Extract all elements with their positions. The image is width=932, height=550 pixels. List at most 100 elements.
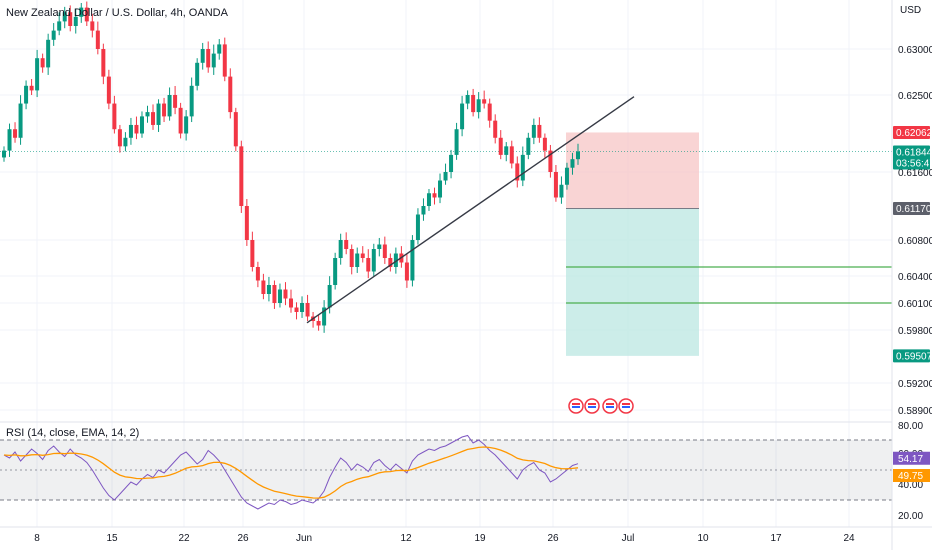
candle xyxy=(526,132,531,160)
candle xyxy=(272,280,277,309)
economic-event-icon[interactable] xyxy=(618,398,634,414)
candle xyxy=(29,78,34,95)
time-tick-label: 26 xyxy=(547,533,559,544)
time-tick-label: 22 xyxy=(178,533,190,544)
candle xyxy=(548,144,553,178)
candle xyxy=(476,92,481,119)
candle xyxy=(46,33,51,75)
time-axis[interactable]: 8 15 22 26 Jun 12 19 26 Jul 10 17 24 xyxy=(34,533,855,544)
candle xyxy=(515,156,520,188)
candle-body xyxy=(576,151,580,160)
candle xyxy=(388,253,393,272)
candle-body xyxy=(18,103,23,138)
candle xyxy=(239,140,244,213)
candle-body xyxy=(366,258,371,272)
candle-body xyxy=(322,307,327,326)
candle-body xyxy=(222,44,227,77)
candle-body xyxy=(471,95,476,113)
candle xyxy=(106,69,111,110)
candle-body xyxy=(255,267,260,281)
economic-event-icon[interactable] xyxy=(584,398,600,414)
candle xyxy=(366,249,371,279)
candle-body xyxy=(377,244,382,249)
candle xyxy=(471,88,476,117)
candle xyxy=(520,146,525,187)
candle-body xyxy=(294,307,299,312)
candle xyxy=(117,124,122,153)
rsi-value-badge: 54.17 xyxy=(893,451,930,465)
candle-body xyxy=(46,39,51,68)
candle-body xyxy=(305,303,310,317)
candle xyxy=(482,90,487,109)
candle-body xyxy=(509,146,514,164)
candle-body xyxy=(349,249,354,267)
candle xyxy=(289,289,293,313)
candle xyxy=(509,140,514,169)
economic-event-icon[interactable] xyxy=(602,398,618,414)
event-icons[interactable] xyxy=(568,398,634,414)
candle xyxy=(189,77,194,123)
candle-body xyxy=(371,249,376,272)
candle xyxy=(465,90,470,110)
candle xyxy=(564,162,569,190)
entry-level-badge: 0.61170 xyxy=(893,202,932,216)
time-tick-label: 10 xyxy=(697,533,709,544)
price-tick-label: 0.61600 xyxy=(898,168,932,179)
candle xyxy=(404,253,409,288)
rsi-label[interactable]: RSI (14, close, EMA, 14, 2) xyxy=(6,427,139,439)
candle-body xyxy=(564,167,569,185)
candle xyxy=(40,53,45,73)
horizontal-lines[interactable] xyxy=(566,266,892,304)
candle xyxy=(244,199,249,246)
candle-body xyxy=(261,280,266,294)
risk-zone[interactable] xyxy=(566,132,699,209)
candle xyxy=(211,44,216,75)
time-tick-label: 8 xyxy=(34,533,40,544)
candle-body xyxy=(333,258,338,285)
candle xyxy=(537,117,542,143)
candle-body xyxy=(465,95,470,104)
rsi-line xyxy=(3,434,579,510)
candle xyxy=(322,300,327,333)
candle-body xyxy=(84,7,89,22)
candle-body xyxy=(13,129,18,138)
symbol-title[interactable]: New Zealand Dollar / U.S. Dollar, 4h, OA… xyxy=(6,7,229,19)
price-axis[interactable]: 0.63000 0.62500 0.61600 0.60800 0.60400 0.601… xyxy=(898,45,932,417)
stop-level-badge: 0.62062 xyxy=(893,125,932,139)
candle-body xyxy=(482,99,487,104)
candle-body xyxy=(178,107,183,134)
candle-body xyxy=(239,146,244,206)
candle xyxy=(449,149,454,179)
candle-body xyxy=(415,214,420,240)
candle xyxy=(134,116,139,140)
candle xyxy=(233,107,238,152)
candle-body xyxy=(526,137,531,155)
candle-body xyxy=(327,285,332,308)
candle xyxy=(112,95,117,134)
candle-body xyxy=(300,303,305,312)
candle xyxy=(426,189,431,211)
candle-body xyxy=(277,289,282,303)
candle xyxy=(454,122,459,160)
reward-zone[interactable] xyxy=(566,208,699,356)
candle xyxy=(377,237,382,257)
candle-body xyxy=(51,30,56,40)
candle-body xyxy=(443,172,448,181)
candle xyxy=(300,296,305,318)
target-level-value: 0.59507 xyxy=(896,351,932,362)
candle-body xyxy=(426,193,431,206)
candle-body xyxy=(432,193,437,198)
candle-body xyxy=(173,95,178,108)
candle xyxy=(57,12,62,36)
candle xyxy=(250,231,255,272)
rsi-pane xyxy=(0,434,892,510)
candle xyxy=(432,187,437,205)
economic-event-icon[interactable] xyxy=(568,398,584,414)
candle xyxy=(123,132,128,152)
candle-body xyxy=(57,21,62,31)
trendline[interactable] xyxy=(306,96,635,324)
candle xyxy=(349,244,354,275)
candle xyxy=(51,23,56,46)
